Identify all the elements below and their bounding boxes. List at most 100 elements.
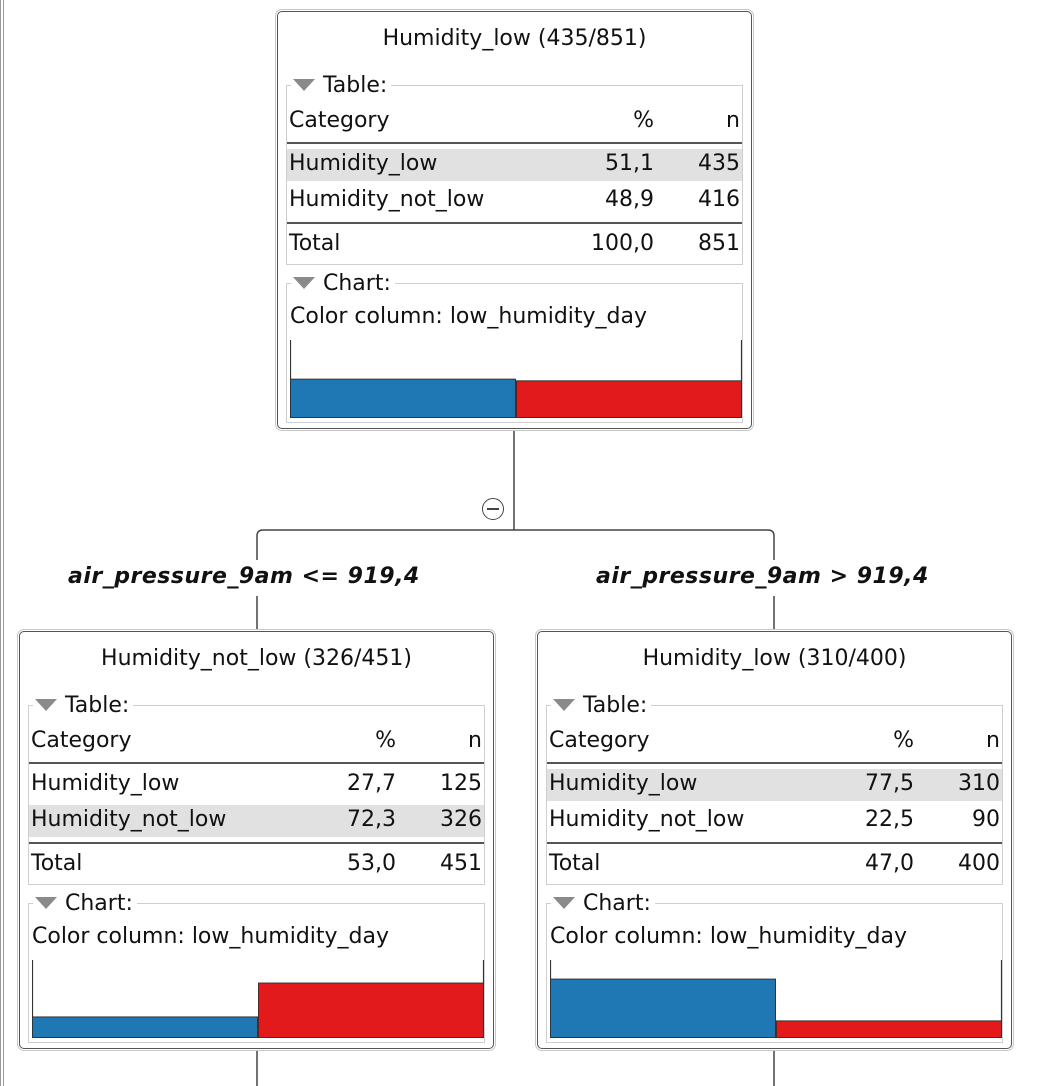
total-divider [29, 842, 484, 844]
total-row: Total 47,0 400 [547, 849, 1002, 881]
total-pct: 100,0 [591, 231, 654, 256]
chart-section-header[interactable]: Chart: [33, 888, 137, 918]
header-n: n [468, 728, 482, 753]
split-condition-right: air_pressure_9am > 919,4 [596, 564, 929, 589]
total-label: Total [289, 231, 341, 256]
row-pct: 51,1 [605, 151, 654, 176]
chart-section: Chart: Color column: low_humidity_day [546, 888, 1003, 1043]
total-divider [547, 842, 1002, 844]
total-n: 851 [698, 231, 740, 256]
total-label: Total [31, 851, 83, 876]
table-section-header[interactable]: Table: [33, 690, 134, 720]
header-category: Category [31, 728, 132, 753]
table-row: Humidity_not_low 22,5 90 [547, 805, 1002, 837]
total-pct: 47,0 [865, 851, 914, 876]
color-column-label: Color column: low_humidity_day [290, 304, 648, 329]
node-title: Humidity_low (310/400) [642, 646, 907, 671]
total-n: 400 [958, 851, 1000, 876]
chart-bar-humidity-low [290, 378, 516, 418]
row-category: Humidity_not_low [289, 187, 485, 212]
distribution-chart [290, 340, 742, 418]
table-section: Table: Category % n Humidity_low 51,1 43… [286, 70, 743, 265]
collapse-triangle-icon[interactable] [553, 699, 575, 711]
header-category: Category [549, 728, 650, 753]
collapse-triangle-icon[interactable] [35, 897, 57, 909]
table-row: Humidity_low 77,5 310 [547, 769, 1002, 801]
collapse-triangle-icon[interactable] [35, 699, 57, 711]
row-n: 435 [698, 151, 740, 176]
total-label: Total [549, 851, 601, 876]
row-n: 310 [958, 771, 1000, 796]
header-divider [547, 762, 1002, 764]
tree-node-right[interactable]: Humidity_low (310/400) Table: Category %… [537, 631, 1012, 1049]
total-row: Total 100,0 851 [287, 229, 742, 261]
left-panel-border [0, 0, 4, 1086]
branch-connector [256, 529, 775, 560]
total-n: 451 [440, 851, 482, 876]
row-category: Humidity_not_low [549, 807, 745, 832]
table-header-row: Category % n [287, 106, 742, 138]
table-section: Table: Category % n Humidity_low 27,7 12… [28, 690, 485, 885]
node-title: Humidity_low (435/851) [382, 26, 647, 51]
table-row: Humidity_low 27,7 125 [29, 769, 484, 801]
row-n: 416 [698, 187, 740, 212]
row-pct: 72,3 [347, 807, 396, 832]
header-divider [287, 142, 742, 144]
collapse-triangle-icon[interactable] [553, 897, 575, 909]
chart-section-header[interactable]: Chart: [551, 888, 655, 918]
color-column-label: Color column: low_humidity_day [32, 924, 390, 949]
color-column-label: Color column: low_humidity_day [550, 924, 908, 949]
header-n: n [986, 728, 1000, 753]
total-row: Total 53,0 451 [29, 849, 484, 881]
row-n: 125 [440, 771, 482, 796]
table-section: Table: Category % n Humidity_low 77,5 31… [546, 690, 1003, 885]
row-category: Humidity_low [549, 771, 698, 796]
header-n: n [726, 108, 740, 133]
tree-node-root[interactable]: Humidity_low (435/851) Table: Category %… [277, 11, 752, 429]
table-row: Humidity_not_low 72,3 326 [29, 805, 484, 837]
collapse-toggle-icon[interactable] [482, 498, 504, 520]
chart-bar-humidity-not-low [776, 1020, 1002, 1038]
table-label: Table: [323, 72, 388, 98]
row-category: Humidity_not_low [31, 807, 227, 832]
header-pct: % [633, 108, 654, 133]
chart-bar-humidity-low [32, 1016, 258, 1038]
row-category: Humidity_low [31, 771, 180, 796]
header-category: Category [289, 108, 390, 133]
table-row: Humidity_not_low 48,9 416 [287, 185, 742, 217]
row-pct: 27,7 [347, 771, 396, 796]
row-pct: 48,9 [605, 187, 654, 212]
header-pct: % [893, 728, 914, 753]
chart-bar-humidity-not-low [516, 380, 742, 418]
table-label: Table: [583, 692, 648, 718]
chart-label: Chart: [65, 890, 133, 916]
table-row: Humidity_low 51,1 435 [287, 149, 742, 181]
split-condition-left: air_pressure_9am <= 919,4 [68, 564, 420, 589]
row-pct: 77,5 [865, 771, 914, 796]
row-category: Humidity_low [289, 151, 438, 176]
chart-bar-humidity-not-low [258, 982, 484, 1038]
row-n: 326 [440, 807, 482, 832]
tree-node-left[interactable]: Humidity_not_low (326/451) Table: Catego… [19, 631, 494, 1049]
total-pct: 53,0 [347, 851, 396, 876]
node-title: Humidity_not_low (326/451) [101, 646, 412, 671]
chart-bar-humidity-low [550, 978, 776, 1038]
header-pct: % [375, 728, 396, 753]
table-header-row: Category % n [547, 726, 1002, 758]
row-n: 90 [972, 807, 1000, 832]
header-divider [29, 762, 484, 764]
total-divider [287, 222, 742, 224]
chart-section: Chart: Color column: low_humidity_day [28, 888, 485, 1043]
row-pct: 22,5 [865, 807, 914, 832]
chart-label: Chart: [583, 890, 651, 916]
collapse-triangle-icon[interactable] [293, 277, 315, 289]
table-section-header[interactable]: Table: [551, 690, 652, 720]
distribution-chart [32, 960, 484, 1038]
chart-section-header[interactable]: Chart: [291, 268, 395, 298]
table-header-row: Category % n [29, 726, 484, 758]
distribution-chart [550, 960, 1002, 1038]
collapse-triangle-icon[interactable] [293, 79, 315, 91]
table-label: Table: [65, 692, 130, 718]
table-section-header[interactable]: Table: [291, 70, 392, 100]
